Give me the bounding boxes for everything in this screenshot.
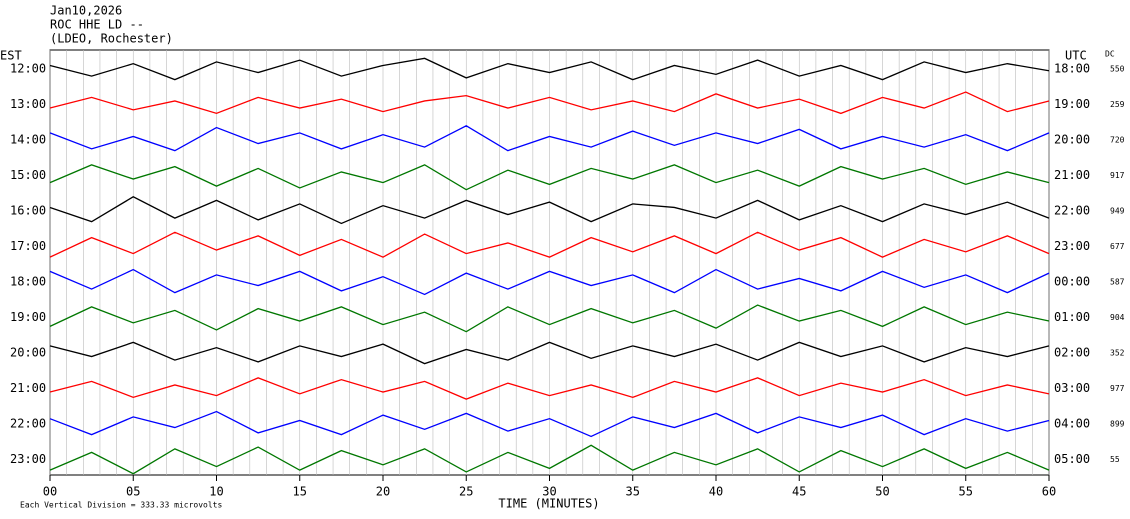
x-tick-label: 15 — [293, 485, 307, 499]
left-axis-label: EST — [0, 49, 22, 63]
local-time-label: 21:00 — [10, 381, 46, 395]
utc-time-label: 18:00 — [1054, 62, 1090, 76]
x-tick-label: 50 — [875, 485, 889, 499]
x-axis-label: TIME (MINUTES) — [498, 497, 599, 511]
x-tick-label: 05 — [126, 485, 140, 499]
seismic-trace — [49, 196, 1050, 225]
seismic-trace — [49, 410, 1050, 438]
dc-value: 55 — [1110, 455, 1120, 464]
seismic-trace — [49, 164, 1050, 191]
seismic-trace — [49, 377, 1050, 400]
dc-value: 977 — [1110, 384, 1125, 393]
local-time-label: 16:00 — [10, 204, 46, 218]
local-time-label: 14:00 — [10, 133, 46, 147]
local-time-label: 13:00 — [10, 97, 46, 111]
right-axis-label: UTC — [1065, 49, 1087, 63]
x-tick-label: 00 — [43, 485, 57, 499]
utc-time-label: 04:00 — [1054, 417, 1090, 431]
local-time-label: 23:00 — [10, 452, 46, 466]
x-tick-label: 60 — [1042, 485, 1056, 499]
seismic-trace — [49, 231, 1050, 258]
utc-time-label: 23:00 — [1054, 239, 1090, 253]
dc-value: 904 — [1110, 313, 1125, 322]
dc-value: 550 — [1110, 65, 1125, 74]
utc-time-label: 22:00 — [1054, 204, 1090, 218]
utc-time-label: 03:00 — [1054, 381, 1090, 395]
x-tick-label: 45 — [792, 485, 806, 499]
seismic-trace — [49, 341, 1050, 365]
seismic-trace — [49, 304, 1050, 333]
dc-value: 917 — [1110, 171, 1125, 180]
local-time-label: 12:00 — [10, 62, 46, 76]
title-line: (LDEO, Rochester) — [50, 32, 173, 46]
seismic-trace — [49, 91, 1050, 115]
x-tick-label: 30 — [542, 485, 556, 499]
x-tick-label: 25 — [459, 485, 473, 499]
utc-time-label: 02:00 — [1054, 346, 1090, 360]
x-tick-label: 20 — [376, 485, 390, 499]
dc-value: 677 — [1110, 242, 1125, 251]
x-tick-label: 10 — [209, 485, 223, 499]
local-time-label: 20:00 — [10, 346, 46, 360]
x-tick-label: 35 — [626, 485, 640, 499]
local-time-label: 18:00 — [10, 275, 46, 289]
dc-value: 259 — [1110, 100, 1125, 109]
utc-time-label: 00:00 — [1054, 275, 1090, 289]
local-time-label: 19:00 — [10, 310, 46, 324]
local-time-label: 15:00 — [10, 168, 46, 182]
dc-value: 949 — [1110, 207, 1125, 216]
utc-time-label: 21:00 — [1054, 168, 1090, 182]
utc-time-label: 01:00 — [1054, 310, 1090, 324]
x-tick-label: 40 — [709, 485, 723, 499]
seismic-trace — [49, 125, 1050, 152]
utc-time-label: 05:00 — [1054, 452, 1090, 466]
seismic-trace — [49, 57, 1050, 81]
note: Each Vertical Division = 333.33 microvol… — [20, 501, 222, 510]
dc-value: 352 — [1110, 349, 1125, 358]
local-time-label: 17:00 — [10, 239, 46, 253]
title-line: Jan10,2026 — [50, 4, 122, 18]
dc-value: 587 — [1110, 278, 1125, 287]
utc-time-label: 20:00 — [1054, 133, 1090, 147]
seismic-trace — [49, 268, 1050, 296]
utc-time-label: 19:00 — [1054, 97, 1090, 111]
seismic-trace — [49, 444, 1050, 475]
x-tick-label: 55 — [959, 485, 973, 499]
dc-label: DC — [1105, 50, 1115, 59]
title-line: ROC HHE LD -- — [50, 18, 144, 32]
dc-value: 899 — [1110, 420, 1125, 429]
dc-value: 720 — [1110, 136, 1125, 145]
local-time-label: 22:00 — [10, 417, 46, 431]
